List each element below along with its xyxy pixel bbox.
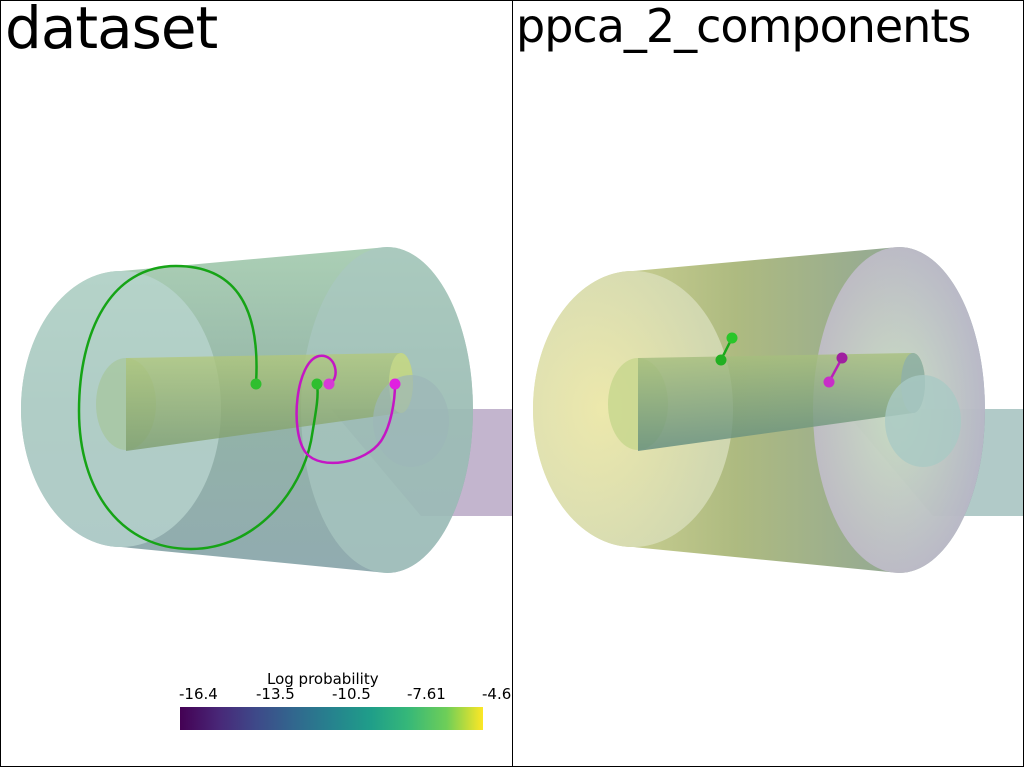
- magenta-component-start: [823, 376, 835, 388]
- green-trajectory: [77, 264, 319, 551]
- dataset-scene[interactable]: [1, 1, 513, 767]
- inner-tube: [638, 353, 925, 451]
- colorbar-tick-2: -13.5: [256, 685, 295, 703]
- magenta-component-end: [836, 352, 848, 364]
- colorbar-tick-5: -4.6: [482, 685, 512, 703]
- colorbar-tick-3: -10.5: [332, 685, 371, 703]
- dataset-panel[interactable]: dataset Log probability -16.4 -13.5 -10.…: [0, 0, 513, 767]
- colorbar-tick-1: -16.4: [179, 685, 218, 703]
- front-hole: [373, 375, 449, 467]
- magenta-trajectory: [295, 354, 397, 465]
- inner-tube: [126, 353, 413, 451]
- dataset-panel-title: dataset: [5, 0, 218, 62]
- front-hole: [885, 375, 961, 467]
- colorbar-gradient: [180, 707, 483, 730]
- green-start-marker: [250, 378, 262, 390]
- ppca-scene[interactable]: [513, 1, 1024, 767]
- magenta-start-marker: [323, 378, 335, 390]
- green-end-marker: [311, 378, 323, 390]
- magenta-end-marker: [389, 378, 401, 390]
- colorbar-tick-4: -7.61: [407, 685, 446, 703]
- ppca-panel-title: ppca_2_components: [516, 0, 971, 53]
- colorbar-title: Log probability: [267, 670, 379, 688]
- green-component-end: [726, 332, 738, 344]
- green-component-start: [715, 354, 727, 366]
- ppca-panel[interactable]: ppca_2_components: [512, 0, 1024, 767]
